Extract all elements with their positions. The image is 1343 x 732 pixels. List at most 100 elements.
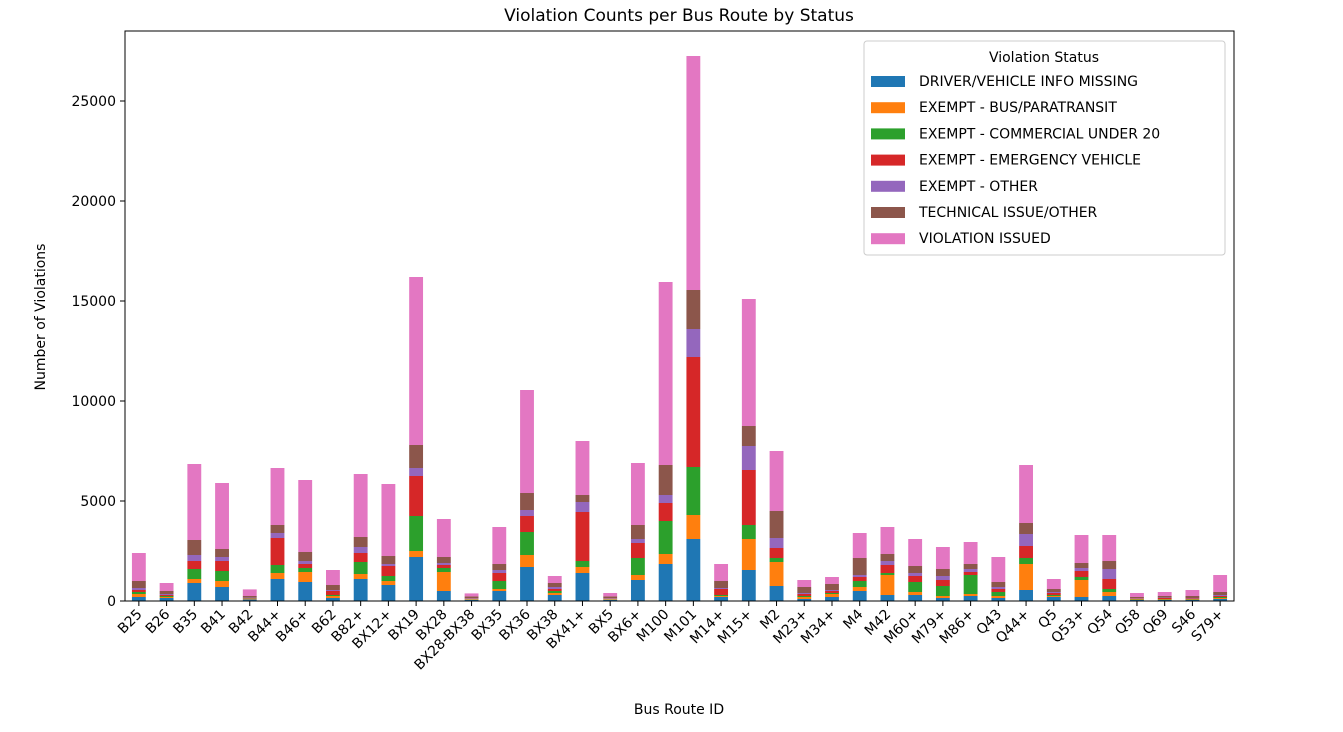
- bar-bx41--series-2: [575, 561, 590, 567]
- bar-q69-series-3: [1157, 598, 1172, 599]
- bar-bx38-series-2: [547, 591, 562, 593]
- bar-b35-series-6: [187, 464, 202, 540]
- bar-b82--series-6: [353, 474, 368, 537]
- legend-label: EXEMPT - EMERGENCY VEHICLE: [919, 153, 1141, 169]
- bar-bx41--series-4: [575, 502, 590, 512]
- bar-b46--series-5: [298, 552, 313, 561]
- bar-m42-series-2: [880, 573, 895, 575]
- bar-q5-series-4: [1046, 592, 1061, 593]
- bar-m14--series-6: [714, 564, 729, 581]
- bar-bx38-series-3: [547, 589, 562, 591]
- bar-m101-series-5: [686, 290, 701, 329]
- bar-bx35-series-6: [492, 527, 507, 564]
- bar-bx38-series-0: [547, 595, 562, 601]
- bar-b35-series-0: [187, 583, 202, 601]
- bar-q44--series-3: [1019, 546, 1033, 558]
- y-tick-label: 0: [107, 594, 116, 610]
- bar-b26-series-6: [159, 583, 174, 591]
- x-tick-label: B26: [143, 606, 174, 637]
- bar-m42-series-5: [880, 554, 895, 561]
- bar-m2-series-2: [769, 558, 784, 562]
- bar-bx6--series-0: [630, 580, 645, 601]
- legend-label: EXEMPT - BUS/PARATRANSIT: [919, 100, 1117, 116]
- bar-m60--series-4: [908, 573, 923, 576]
- bar-m2-series-5: [769, 511, 784, 538]
- bar-m34--series-2: [825, 593, 839, 594]
- bar-bx28-series-1: [436, 572, 451, 591]
- bar-q5-series-6: [1046, 579, 1061, 589]
- bar-bx6--series-4: [630, 539, 645, 543]
- bar-b44--series-0: [270, 579, 285, 601]
- bar-m60--series-5: [908, 566, 923, 573]
- legend-swatch: [871, 154, 905, 166]
- bar-bx5-series-6: [603, 593, 618, 597]
- bar-s79--series-4: [1213, 595, 1228, 596]
- legend-swatch: [871, 128, 905, 140]
- bar-m15--series-4: [741, 446, 756, 470]
- bar-bx19-series-0: [409, 557, 424, 601]
- bar-b26-series-5: [159, 591, 174, 594]
- bar-q43-series-2: [991, 592, 1006, 596]
- bar-q53--series-1: [1074, 580, 1089, 597]
- bar-m23--series-4: [797, 593, 812, 594]
- bar-b41-series-3: [215, 561, 229, 571]
- bar-bx28-bx38-series-1: [464, 599, 479, 600]
- bar-m15--series-5: [741, 426, 756, 446]
- bar-b26-series-3: [159, 595, 174, 596]
- bar-m79--series-5: [935, 569, 950, 576]
- x-tick-label: Q58: [1112, 607, 1144, 639]
- bars-layer: [131, 56, 1228, 601]
- bar-bx19-series-2: [409, 516, 424, 551]
- bar-q53--series-4: [1074, 568, 1089, 571]
- bar-bx28-series-3: [436, 565, 451, 568]
- bar-m34--series-5: [825, 584, 839, 590]
- bar-b46--series-6: [298, 480, 313, 552]
- bar-bx28-bx38-series-5: [464, 596, 479, 598]
- bar-m86--series-1: [963, 594, 978, 596]
- bar-m23--series-1: [797, 597, 812, 599]
- bar-bx28-series-4: [436, 563, 451, 565]
- bar-b62-series-1: [326, 596, 340, 598]
- bar-m86--series-4: [963, 569, 978, 572]
- bar-bx38-series-5: [547, 583, 562, 587]
- bar-b26-series-4: [159, 594, 174, 595]
- bar-b82--series-5: [353, 537, 368, 547]
- bar-m14--series-1: [714, 596, 729, 597]
- bar-q44--series-2: [1019, 558, 1033, 564]
- bar-b62-series-2: [326, 595, 340, 596]
- bar-b26-series-1: [159, 597, 174, 598]
- bar-m60--series-0: [908, 595, 923, 601]
- y-tick-label: 25000: [71, 94, 116, 110]
- bar-m101-series-1: [686, 515, 701, 539]
- bar-q53--series-3: [1074, 571, 1089, 577]
- bar-b44--series-4: [270, 533, 285, 538]
- bar-q43-series-4: [991, 587, 1006, 589]
- bar-m34--series-6: [825, 577, 839, 584]
- x-tick-label: S79+: [1188, 607, 1226, 645]
- bar-m100-series-0: [658, 564, 673, 601]
- bar-m34--series-3: [825, 591, 839, 593]
- bar-q5-series-0: [1046, 597, 1061, 601]
- bar-m100-series-6: [658, 282, 673, 465]
- bar-m23--series-5: [797, 587, 812, 593]
- x-tick-label: Q54: [1084, 606, 1116, 638]
- x-tick-label: B35: [170, 607, 201, 638]
- bar-bx5-series-0: [603, 599, 618, 601]
- bar-bx41--series-3: [575, 512, 590, 561]
- bar-q69-series-5: [1157, 596, 1172, 598]
- bar-m79--series-0: [935, 598, 950, 601]
- bar-m23--series-6: [797, 580, 812, 587]
- bar-q53--series-5: [1074, 563, 1089, 568]
- bar-b41-series-1: [215, 581, 229, 587]
- legend-label: TECHNICAL ISSUE/OTHER: [918, 205, 1098, 221]
- bar-b46--series-4: [298, 561, 313, 564]
- bar-b82--series-0: [353, 579, 368, 601]
- bar-q44--series-5: [1019, 523, 1033, 534]
- bar-bx35-series-2: [492, 581, 507, 589]
- bar-bx28-bx38-series-6: [464, 593, 479, 597]
- bar-bx28-series-5: [436, 557, 451, 563]
- bar-b25-series-5: [131, 581, 146, 588]
- bar-m42-series-6: [880, 527, 895, 554]
- bar-m2-series-1: [769, 562, 784, 586]
- bar-b42-series-0: [242, 599, 257, 601]
